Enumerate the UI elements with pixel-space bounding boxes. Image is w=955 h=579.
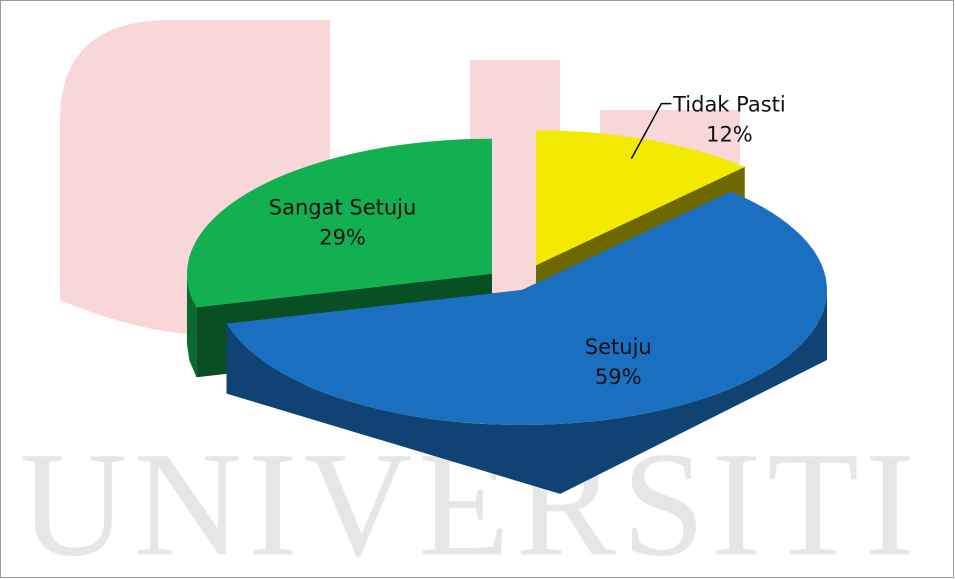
slice [226, 191, 827, 425]
slice-wall [186, 273, 197, 378]
data-label-value: 29% [319, 225, 366, 249]
leader-line [630, 102, 672, 159]
data-label-value: 12% [706, 123, 753, 147]
data-label-category: Sangat Setuju [269, 195, 417, 219]
slice [186, 138, 492, 308]
slice-wall [226, 290, 827, 494]
data-label-category: Setuju [585, 335, 652, 359]
data-label-category: Tidak Pasti [672, 93, 786, 117]
slice [535, 130, 745, 266]
data-label-value: 59% [595, 365, 642, 389]
